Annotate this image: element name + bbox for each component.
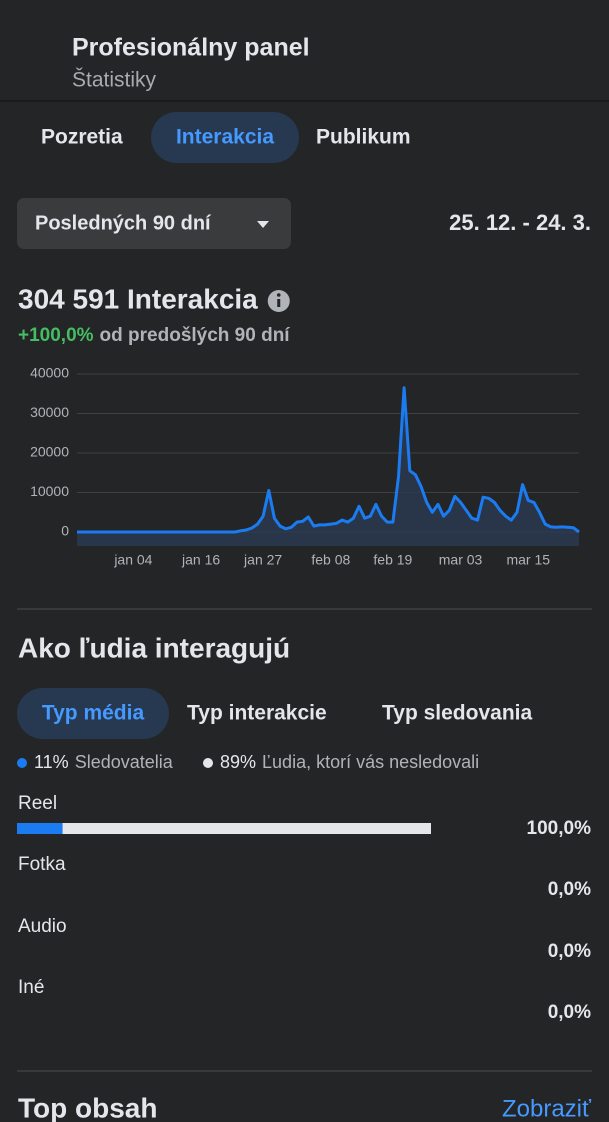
x-tick-label: feb 08: [311, 552, 350, 568]
tab[interactable]: Interakcia: [176, 126, 274, 149]
row-share: 0,0%: [548, 1002, 591, 1023]
legend-dot: [17, 758, 27, 768]
y-tick-label: 40000: [30, 365, 69, 381]
x-tick-label: jan 16: [181, 552, 220, 568]
x-tick-label: mar 15: [506, 552, 550, 568]
line-chart: 0 10000 20000 30000 40000 jan 04 jan 16 jan 27 f…: [30, 365, 580, 568]
tab[interactable]: Publikum: [316, 126, 411, 149]
tab[interactable]: Typ sledovania: [382, 702, 532, 725]
x-tick-label: jan 04: [113, 552, 152, 568]
change-note: od predošlých 90 dní: [100, 325, 291, 346]
row-share: 100,0%: [527, 818, 592, 839]
tab[interactable]: Typ interakcie: [187, 702, 327, 725]
legend-value: 11%: [34, 752, 69, 772]
period-range: 25. 12. - 24. 3.: [449, 210, 591, 235]
info-icon[interactable]: [267, 290, 290, 312]
page-title: Profesionálny panel: [72, 34, 310, 62]
footer-link[interactable]: Zobraziť: [502, 1095, 592, 1122]
row-label: Audio: [18, 916, 67, 937]
period-label[interactable]: Posledných 90 dní: [35, 212, 212, 234]
area: [77, 387, 579, 546]
section-title: Ako ľudia interagujú: [18, 632, 290, 663]
bar-segment: [62, 823, 431, 834]
row-label: Fotka: [18, 854, 66, 875]
y-tick-label: 30000: [30, 404, 69, 420]
info-i: [277, 299, 281, 307]
change-line: +100,0% od predošlých 90 dní: [18, 325, 290, 346]
legend-name: Ľudia, ktorí vás nesledovali: [262, 752, 479, 772]
y-tick-label: 0: [61, 523, 69, 539]
page-subtitle: Štatistiky: [72, 69, 157, 92]
row-label: Iné: [18, 977, 44, 998]
period-dropdown[interactable]: [17, 198, 291, 249]
total: 304 591 Interakcia: [18, 283, 258, 314]
y-tick-label: 10000: [30, 483, 69, 499]
x-tick-label: mar 03: [439, 552, 483, 568]
x-tick-label: jan 27: [243, 552, 282, 568]
tab-active-bg: [151, 112, 299, 163]
legend-value: 89%: [220, 752, 256, 772]
bar-segment: [17, 823, 63, 834]
change: +100,0%: [18, 325, 94, 346]
breakdown: 11% Sledovatelia 89% Ľudia, ktorí vás nesle…: [17, 752, 591, 1023]
tab-active-bg: [17, 688, 169, 739]
row-label: Reel: [18, 793, 57, 814]
y-tick-label: 20000: [30, 444, 69, 460]
info-dot: [276, 293, 281, 297]
caret: [257, 221, 269, 228]
row-share: 0,0%: [548, 941, 591, 962]
x-tick-label: feb 19: [373, 552, 412, 568]
legend-item: 89% Ľudia, ktorí vás nesledovali: [220, 752, 479, 772]
footer-title: Top obsah: [18, 1092, 157, 1122]
line: [77, 386, 580, 534]
tab[interactable]: Pozretia: [41, 126, 123, 149]
legend-dot: [203, 758, 213, 768]
legend-item: 11% Sledovatelia: [34, 752, 174, 772]
row-share: 0,0%: [548, 879, 591, 900]
tab[interactable]: Typ média: [42, 702, 145, 725]
legend-name: Sledovatelia: [75, 752, 174, 772]
